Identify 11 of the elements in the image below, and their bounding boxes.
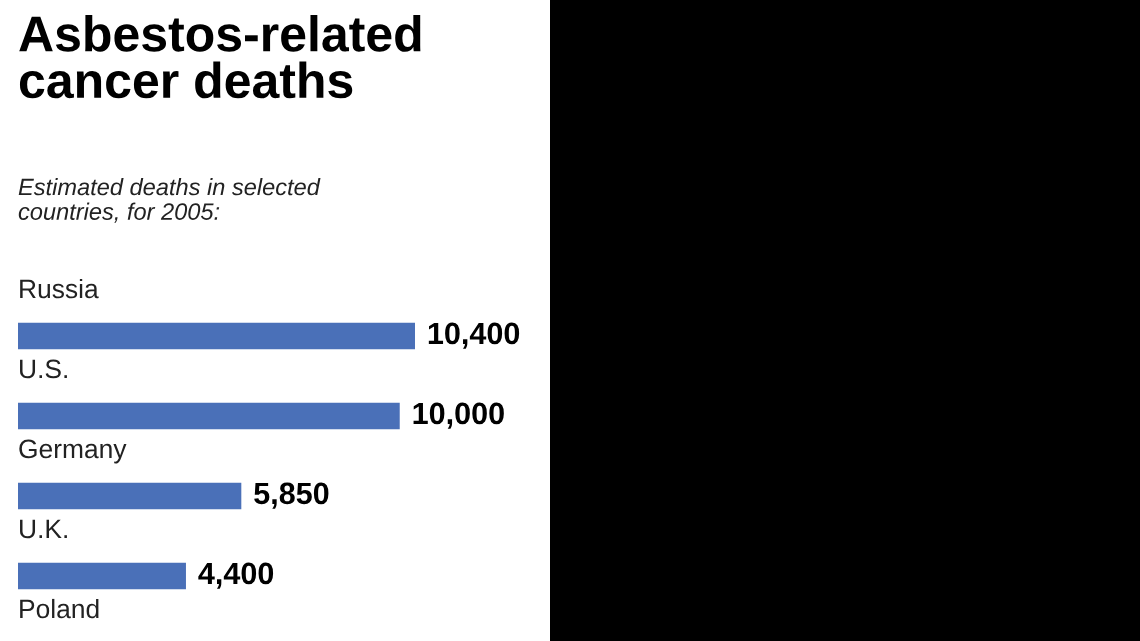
y-tick-label: Poland [20,598,99,619]
chart-subtitle: Estimated deaths in selected countries, for 2005: [18,178,321,223]
data-label: 10,400 [428,322,520,349]
chart-title: Asbestos-related cancer deaths [19,15,421,99]
y-tick-label: Russia [20,278,99,299]
y-tick-label: U.K. [20,519,67,539]
data-label: 5,850 [254,482,329,509]
data-label: 10,000 [413,402,504,429]
y-tick-label: U.S. [20,359,67,379]
data-label: 4,400 [198,562,274,589]
y-tick-label: Germany [19,439,127,464]
